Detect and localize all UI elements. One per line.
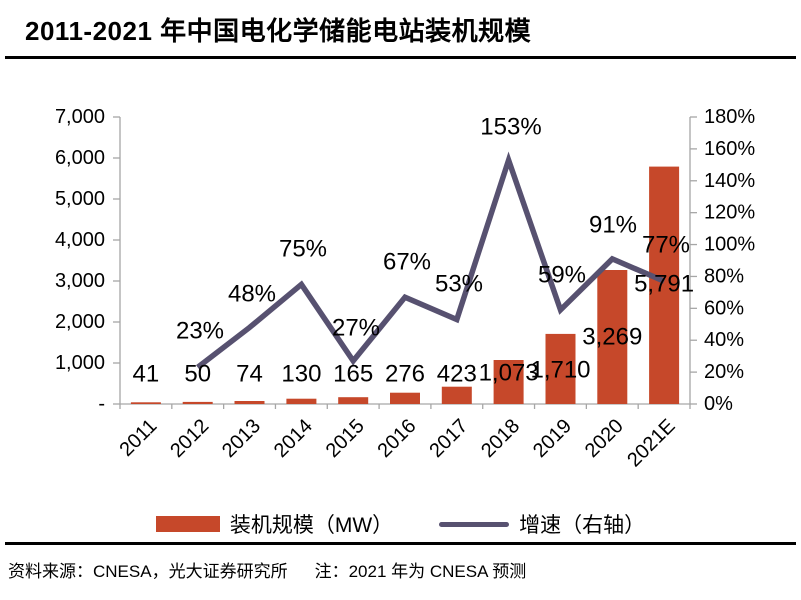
growth-value-label-2018: 153% — [480, 114, 541, 141]
bar-2020 — [597, 270, 628, 404]
right-axis-tick-label: 80% — [704, 265, 744, 287]
growth-line — [196, 151, 666, 370]
x-axis-label-2014: 2014 — [270, 415, 317, 462]
note-text: 注：2021 年为 CNESA 预测 — [314, 562, 527, 581]
bar-2014 — [286, 398, 317, 404]
growth-value-label-2012: 23% — [176, 318, 224, 345]
legend-item-installed-capacity: 装机规模（MW） — [155, 509, 394, 539]
growth-value-label-2020: 91% — [589, 212, 637, 239]
growth-value-label-2015: 27% — [332, 315, 380, 342]
bar-2018 — [493, 360, 524, 404]
growth-value-label-2017: 53% — [435, 271, 483, 298]
growth-value-label-2014: 75% — [279, 236, 327, 263]
growth-value-label-2016: 67% — [383, 249, 431, 276]
bar-value-label-2019: 1,710 — [530, 357, 590, 384]
legend-label-installed-capacity: 装机规模（MW） — [229, 514, 394, 537]
title-divider — [5, 56, 796, 59]
bar-2021E — [649, 166, 680, 404]
bar-2013 — [234, 401, 265, 404]
x-axis-label-2011: 2011 — [115, 415, 161, 461]
right-axis-tick-label: 20% — [704, 361, 744, 383]
line-series-swatch — [439, 521, 510, 527]
left-axis-tick-label: - — [98, 393, 105, 415]
footer: 资料来源：CNESA，光大证券研究所 注：2021 年为 CNESA 预测 — [8, 557, 526, 582]
bar-value-label-2013: 74 — [236, 361, 263, 388]
right-axis-tick-label: 0% — [704, 393, 733, 415]
bar-2012 — [182, 401, 213, 404]
right-axis-tick-label: 160% — [704, 138, 755, 160]
bar-value-label-2016: 276 — [385, 361, 425, 388]
right-axis-tick-label: 100% — [704, 234, 755, 256]
bar-value-label-2017: 423 — [437, 361, 477, 388]
bar-2016 — [390, 392, 420, 404]
bar-2015 — [338, 397, 369, 404]
x-axis-label-2012: 2012 — [166, 415, 213, 462]
bar-2019 — [545, 333, 576, 404]
x-axis-label-2016: 2016 — [374, 415, 421, 462]
chart-legend: 装机规模（MW） 增速（右轴） — [0, 509, 801, 539]
growth-value-label-2019: 59% — [538, 262, 586, 289]
x-axis-label-2017: 2017 — [425, 415, 472, 462]
bar-value-label-2020: 3,269 — [582, 324, 642, 351]
left-axis-tick-label: 7,000 — [55, 106, 105, 128]
bar-2011 — [130, 402, 161, 404]
bar-value-label-2012: 50 — [184, 361, 211, 388]
bar-value-label-2015: 165 — [333, 361, 373, 388]
x-axis-label-2013: 2013 — [218, 415, 265, 462]
legend-item-growth-rate: 增速（右轴） — [439, 509, 645, 539]
right-axis-tick-label: 140% — [704, 170, 755, 192]
right-axis-tick-label: 60% — [704, 297, 744, 319]
bar-series-swatch — [155, 516, 220, 532]
chart-title: 2011-2021 年中国电化学储能电站装机规模 — [25, 16, 532, 46]
growth-value-label-2013: 48% — [228, 281, 276, 308]
left-axis-tick-label: 1,000 — [55, 352, 105, 374]
x-axis-label-2019: 2019 — [529, 415, 576, 462]
left-axis-tick-label: 5,000 — [55, 188, 105, 210]
x-axis-label-2020: 2020 — [581, 415, 628, 462]
bar-value-label-2011: 41 — [133, 361, 160, 388]
source-text: 资料来源：CNESA，光大证券研究所 — [8, 562, 288, 581]
left-axis-tick-label: 2,000 — [55, 311, 105, 333]
bar-value-label-2021E: 5,791 — [634, 271, 694, 298]
bar-value-label-2014: 130 — [281, 361, 321, 388]
left-axis-tick-label: 3,000 — [55, 270, 105, 292]
growth-value-label-2021E: 77% — [642, 232, 690, 259]
x-axis-label-2021E: 2021E — [623, 415, 679, 471]
right-axis-tick-label: 40% — [704, 329, 744, 351]
legend-label-growth-rate: 增速（右轴） — [519, 514, 646, 537]
bar-2017 — [441, 386, 472, 404]
right-axis-tick-label: 120% — [704, 202, 755, 224]
x-axis-label-2018: 2018 — [477, 415, 524, 462]
bar-value-label-2018: 1,073 — [479, 360, 539, 387]
footer-divider — [5, 542, 796, 545]
left-axis-tick-label: 4,000 — [55, 229, 105, 251]
x-axis-label-2015: 2015 — [322, 415, 369, 462]
left-axis-tick-label: 6,000 — [55, 147, 105, 169]
right-axis-tick-label: 180% — [704, 106, 755, 128]
